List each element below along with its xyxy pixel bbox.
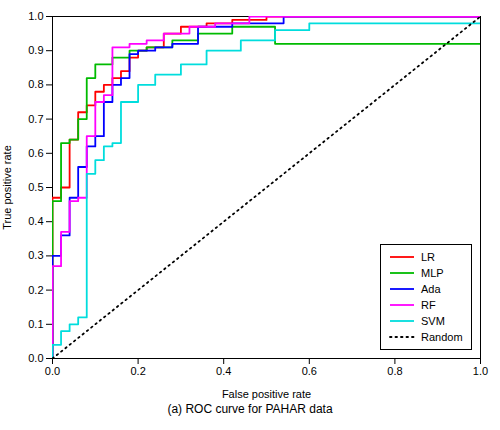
svg-text:0.8: 0.8: [387, 365, 402, 377]
svg-text:0.0: 0.0: [28, 352, 43, 364]
svg-text:0.8: 0.8: [28, 78, 43, 90]
svg-text:0.6: 0.6: [302, 365, 317, 377]
svg-text:0.5: 0.5: [28, 181, 43, 193]
svg-text:0.4: 0.4: [216, 365, 231, 377]
svg-text:0.0: 0.0: [45, 365, 60, 377]
svg-text:0.1: 0.1: [28, 318, 43, 330]
html-text:(a) ROC curve for PAHAR data: (a) ROC curve for PAHAR data: [167, 402, 333, 416]
svg-text:0.3: 0.3: [28, 249, 43, 261]
html-text:RF: RF: [421, 299, 436, 311]
svg-text:0.7: 0.7: [28, 113, 43, 125]
svg-text:1.0: 1.0: [28, 10, 43, 22]
svg-text:0.2: 0.2: [130, 365, 145, 377]
html-text:Random: Random: [421, 331, 463, 343]
html-text:SVM: SVM: [421, 315, 445, 327]
svg-text:1.0: 1.0: [473, 365, 488, 377]
html-text:MLP: MLP: [421, 267, 444, 279]
svg-text:False positive rate: False positive rate: [222, 388, 311, 400]
svg-text:0.2: 0.2: [28, 284, 43, 296]
html-text:LR: LR: [421, 251, 436, 263]
svg-text:True positive rate: True positive rate: [1, 145, 13, 230]
svg-text:0.6: 0.6: [28, 147, 43, 159]
html-text:Ada: Ada: [421, 283, 441, 295]
svg-text:0.4: 0.4: [28, 215, 43, 227]
svg-text:0.9: 0.9: [28, 44, 43, 56]
